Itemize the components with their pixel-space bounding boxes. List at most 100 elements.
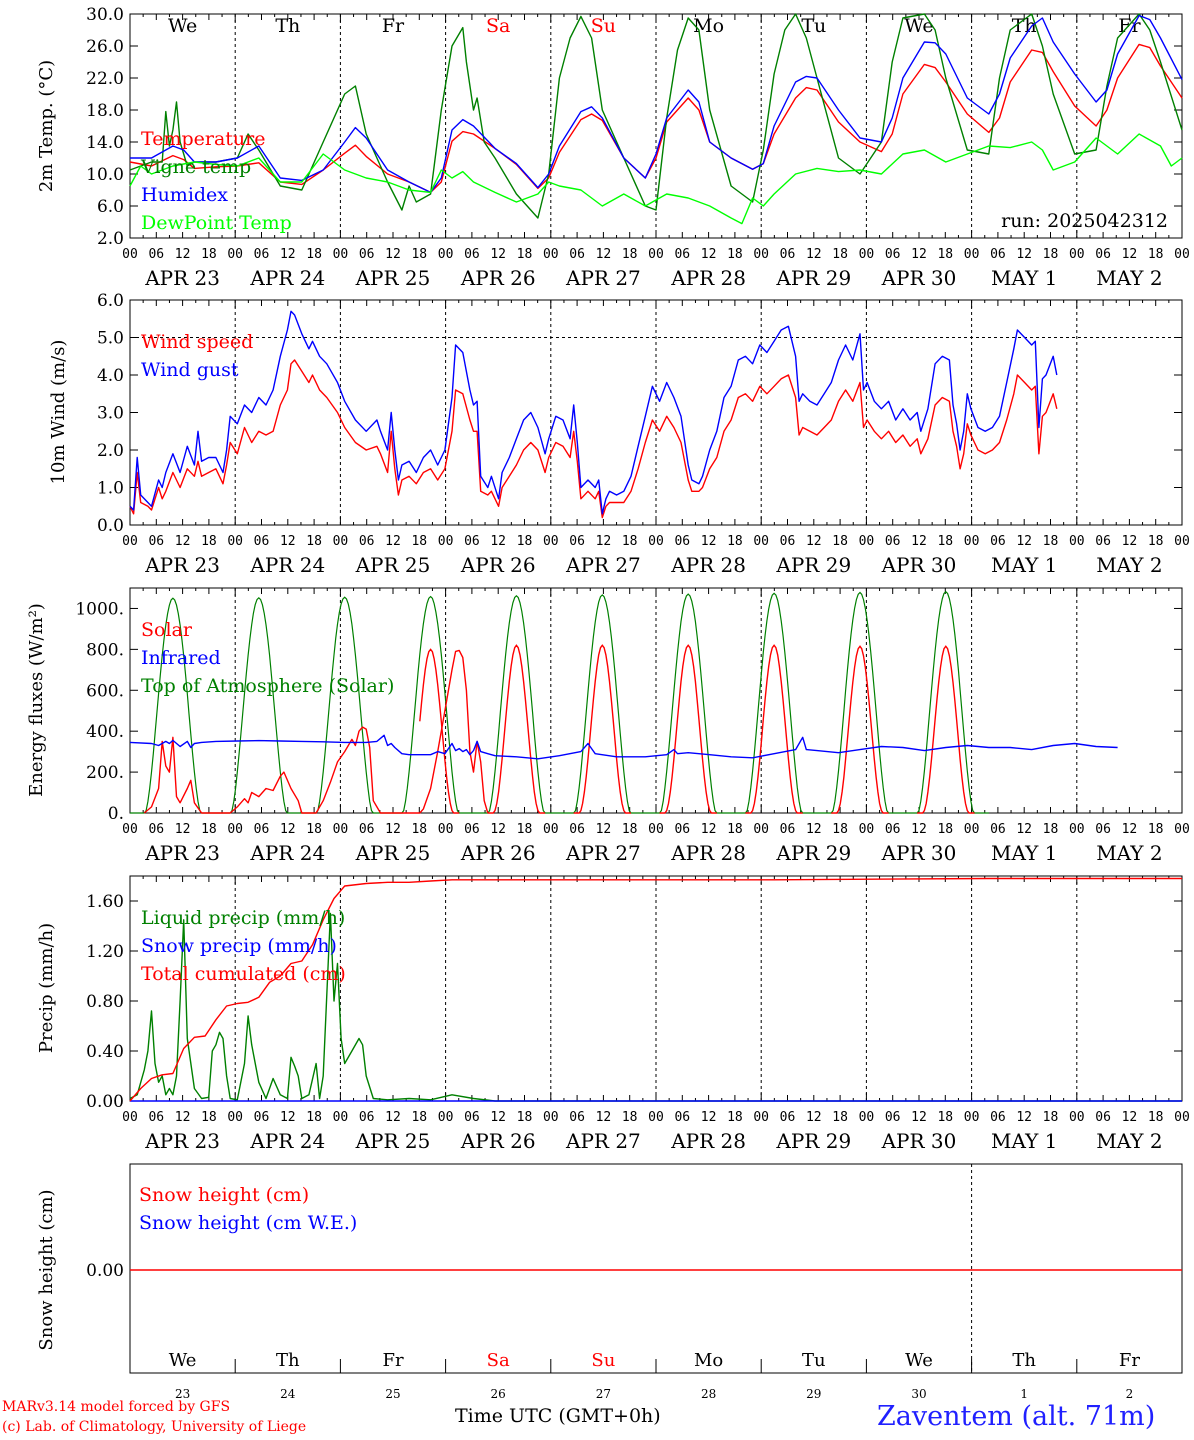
hour-tick-label: 12 [385,247,401,262]
legend-entry: Humidex [141,184,228,206]
y-tick-label: 1.60 [86,892,124,912]
hour-tick-label: 00 [122,247,138,262]
day-number-label: 30 [911,1387,926,1401]
hour-tick-label: 06 [674,822,690,837]
hour-tick-label: 12 [701,534,717,549]
y-axis-label: Snow height (cm) [36,1189,57,1350]
hour-tick-label: 00 [333,1110,349,1125]
hour-tick-label: 18 [201,1110,217,1125]
date-label: APR 25 [355,841,431,865]
credit-line-2: (c) Lab. of Climatology, University of L… [2,1419,307,1435]
hour-tick-label: 00 [1174,534,1190,549]
hour-tick-label: 12 [175,822,191,837]
hour-tick-label: 12 [280,822,296,837]
hour-tick-label: 00 [543,822,559,837]
hour-tick-label: 12 [490,534,506,549]
series-line [129,912,1182,1102]
hour-tick-label: 06 [359,247,375,262]
hour-tick-label: 00 [753,1110,769,1125]
plot-frame [129,299,1183,526]
y-tick-label: 5.0 [97,329,124,349]
hour-tick-label: 18 [622,247,638,262]
hour-tick-label: 00 [227,1110,243,1125]
date-label: APR 28 [670,266,746,290]
hour-tick-label: 06 [780,247,796,262]
hour-tick-label: 06 [359,1110,375,1125]
run-annotation: run: 2025042312 [1001,210,1168,232]
hour-tick-label: 18 [622,1110,638,1125]
hour-tick-label: 12 [1016,534,1032,549]
hour-tick-label: 00 [753,247,769,262]
hour-tick-label: 00 [859,534,875,549]
hour-tick-label: 06 [148,247,164,262]
hour-tick-label: 00 [1069,1110,1085,1125]
date-label: APR 23 [144,841,220,865]
hour-tick-label: 00 [1069,534,1085,549]
hour-tick-label: 00 [333,247,349,262]
hour-tick-label: 12 [596,534,612,549]
hour-tick-label: 00 [1069,247,1085,262]
series-line [419,644,975,814]
hour-tick-label: 00 [1174,822,1190,837]
hour-tick-label: 12 [1016,1110,1032,1125]
hour-tick-label: 06 [1095,247,1111,262]
hour-tick-label: 00 [648,822,664,837]
hour-tick-label: 18 [832,822,848,837]
hour-tick-label: 06 [780,1110,796,1125]
legend-entry: DewPoint Temp [141,212,292,234]
hour-tick-label: 12 [911,534,927,549]
y-tick-label: 0.00 [86,1092,124,1112]
y-tick-label: 0. [108,804,124,824]
hour-tick-label: 06 [254,247,270,262]
hour-tick-label: 00 [122,1110,138,1125]
hour-tick-label: 06 [885,534,901,549]
hour-tick-label: 18 [306,822,322,837]
hour-tick-label: 12 [806,1110,822,1125]
hour-tick-label: 06 [885,1110,901,1125]
hour-tick-label: 06 [148,822,164,837]
hour-tick-label: 06 [1095,1110,1111,1125]
hour-tick-label: 06 [254,1110,270,1125]
y-tick-label: 22.0 [86,69,124,89]
legend-entry: Infrared [141,647,221,669]
weekday-label: We [168,15,197,37]
hour-tick-label: 12 [596,247,612,262]
hour-tick-label: 18 [1043,534,1059,549]
date-label: APR 29 [775,1129,851,1153]
hour-tick-label: 12 [596,1110,612,1125]
hour-tick-label: 18 [411,247,427,262]
weekday-label: Tu [801,15,826,37]
hour-tick-label: 00 [333,822,349,837]
hour-tick-label: 18 [622,534,638,549]
hour-tick-label: 18 [1148,534,1164,549]
hour-tick-label: 06 [464,822,480,837]
hour-tick-label: 06 [569,247,585,262]
hour-tick-label: 06 [674,534,690,549]
weekday-label: Fr [382,15,405,37]
legend-entry: Snow height (cm W.E.) [139,1212,357,1234]
hour-tick-label: 18 [727,247,743,262]
date-label: APR 26 [460,553,536,577]
hour-tick-label: 18 [517,1110,533,1125]
date-label: APR 29 [775,841,851,865]
y-tick-label: 6.0 [97,197,124,217]
hour-tick-label: 06 [359,534,375,549]
hour-tick-label: 12 [911,247,927,262]
date-label: APR 26 [460,841,536,865]
weekday-label: Mo [693,15,724,37]
date-label: MAY 1 [991,266,1057,290]
hour-tick-label: 12 [701,1110,717,1125]
day-number-label: 23 [175,1387,190,1401]
y-tick-label: 0.40 [86,1042,124,1062]
date-label: APR 28 [670,1129,746,1153]
weekday-label: Th [276,1350,300,1371]
hour-tick-label: 18 [937,534,953,549]
hour-tick-label: 06 [254,822,270,837]
plot-frame [129,587,1183,814]
hour-tick-label: 00 [438,822,454,837]
hour-tick-label: 12 [1122,822,1138,837]
hour-tick-label: 12 [490,247,506,262]
hour-tick-label: 06 [885,822,901,837]
hour-tick-label: 00 [648,534,664,549]
